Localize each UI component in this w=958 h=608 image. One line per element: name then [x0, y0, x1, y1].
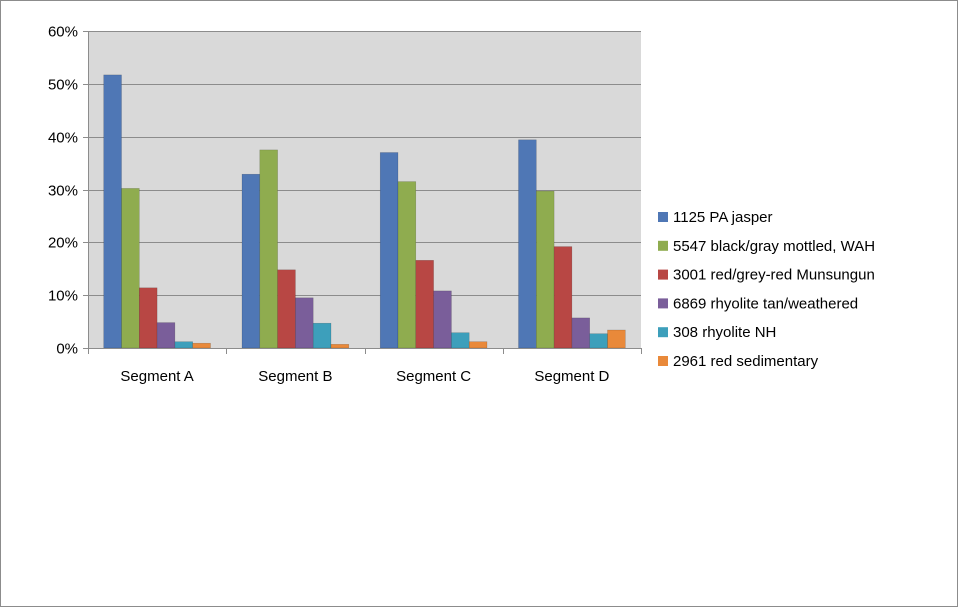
- legend-swatch: [658, 269, 668, 280]
- bar: [379, 152, 399, 349]
- bar: [433, 290, 452, 349]
- bar: [589, 333, 608, 349]
- bar: [121, 188, 140, 349]
- legend-label: 2961 red sedimentary: [673, 353, 819, 370]
- bar: [571, 317, 590, 349]
- legend-label: 5547 black/gray mottled, WAH: [673, 238, 875, 255]
- legend-swatch: [658, 327, 668, 338]
- bar: [192, 342, 211, 349]
- bar: [536, 190, 555, 349]
- legend-label: 3001 red/grey-red Munsungun: [673, 267, 875, 284]
- legend-swatch: [658, 356, 668, 366]
- bar: [174, 341, 193, 349]
- gridlines: [88, 31, 641, 296]
- bar: [259, 149, 278, 349]
- bar: [312, 322, 332, 349]
- bar: [241, 173, 261, 349]
- bar: [553, 246, 573, 349]
- legend-swatch: [658, 212, 668, 222]
- legend-swatch: [658, 298, 668, 309]
- bar: [397, 181, 417, 349]
- bar: [415, 260, 434, 349]
- x-tick-label: Segment C: [396, 368, 471, 385]
- axes: [88, 31, 641, 349]
- legend-label: 308 rhyolite NH: [673, 324, 776, 341]
- y-tick-label: 40%: [48, 130, 78, 147]
- legend-label: 1125 PA jasper: [673, 209, 773, 226]
- y-tick-label: 60%: [48, 24, 78, 41]
- legend: 1125 PA jasper 5547 black/gray mottled, W…: [658, 209, 875, 370]
- bar: [277, 269, 296, 349]
- bar: [103, 74, 122, 349]
- bars: [103, 74, 626, 349]
- bar: [518, 139, 537, 349]
- bar: [139, 287, 158, 349]
- y-tick-label: 50%: [48, 77, 78, 94]
- legend-label: 6869 rhyolite tan/weathered: [673, 295, 858, 312]
- x-tick-label: Segment A: [120, 368, 193, 385]
- bar: [156, 322, 176, 349]
- y-axis-ticks: 0% 10% 20% 30% 40% 50% 60%: [48, 24, 88, 358]
- y-tick-label: 10%: [48, 288, 78, 305]
- x-axis-ticks: Segment A Segment B Segment C Segment D: [88, 348, 642, 385]
- legend-swatch: [658, 240, 668, 251]
- y-tick-label: 20%: [48, 235, 78, 252]
- bar: [607, 329, 626, 349]
- y-tick-label: 0%: [56, 341, 78, 358]
- bar: [295, 297, 314, 349]
- bar: [330, 344, 350, 349]
- y-tick-label: 30%: [48, 183, 78, 200]
- x-tick-label: Segment D: [534, 368, 609, 385]
- bar: [468, 341, 488, 349]
- x-tick-label: Segment B: [258, 368, 332, 385]
- bar: [451, 332, 470, 349]
